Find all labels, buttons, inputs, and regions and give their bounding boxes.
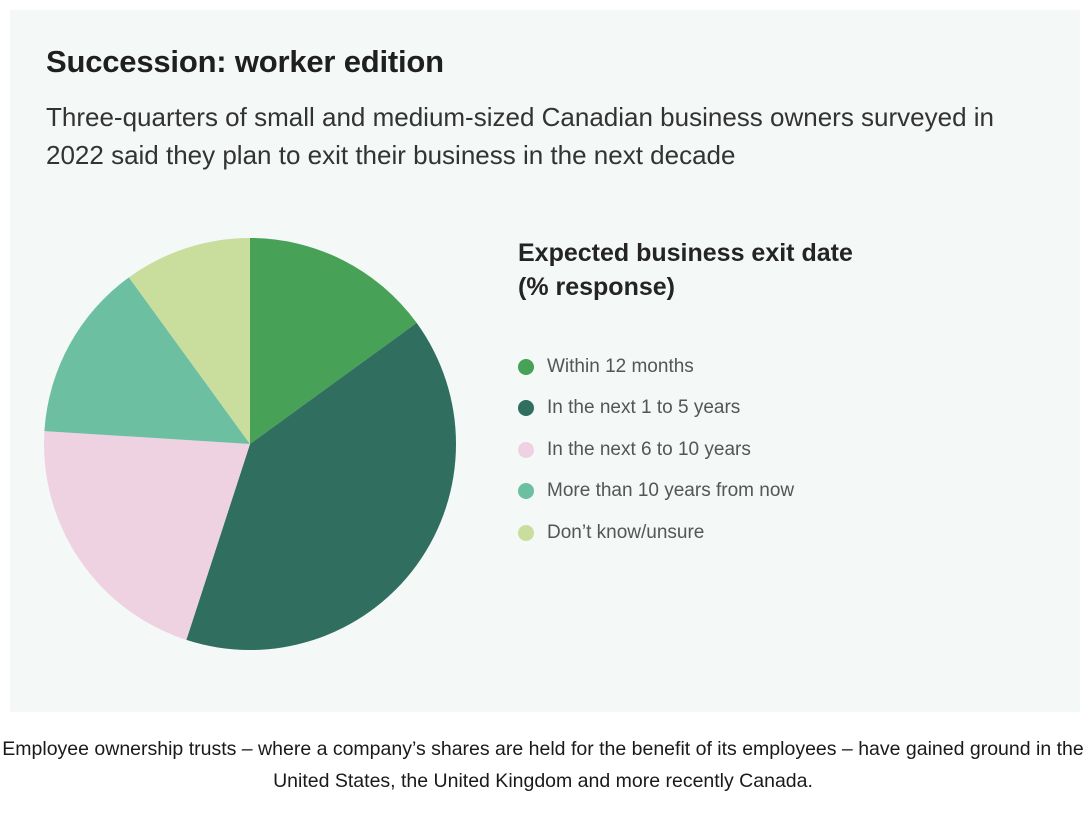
pie-slice-2 — [186, 322, 457, 651]
figure-caption: Employee ownership trusts – where a comp… — [2, 738, 1084, 792]
legend-title-line: Expected business exit date — [518, 239, 853, 267]
chart-title: Succession: worker edition — [46, 44, 444, 79]
legend-swatch — [518, 400, 534, 417]
legend-label: More than 10 years from now — [547, 480, 795, 502]
legend-swatch — [518, 441, 534, 458]
legend-label: Within 12 months — [547, 355, 694, 377]
legend-swatch — [518, 524, 534, 541]
legend-item: Don’t know/unsure — [518, 512, 794, 554]
legend: Within 12 months In the next 1 to 5 years… — [518, 346, 794, 554]
legend-item: In the next 6 to 10 years — [518, 429, 794, 471]
chart-subtitle: Three-quarters of small and medium-sized… — [46, 102, 995, 170]
pie-chart — [44, 238, 457, 651]
legend-swatch — [518, 483, 534, 500]
pie-slice-5 — [128, 238, 250, 444]
legend-label: Don’t know/unsure — [547, 521, 705, 543]
legend-item: Within 12 months — [518, 346, 794, 388]
pie-slice-1 — [250, 238, 417, 444]
pie-slice-3 — [44, 431, 251, 640]
legend-item: More than 10 years from now — [518, 471, 794, 513]
legend-label: In the next 1 to 5 years — [547, 397, 741, 419]
legend-title: Expected business exit date (% response) — [518, 236, 938, 304]
pie-slice-4 — [44, 277, 250, 444]
legend-swatch — [518, 358, 534, 375]
legend-label: In the next 6 to 10 years — [547, 438, 751, 460]
legend-item: In the next 1 to 5 years — [518, 388, 794, 430]
legend-title-line: (% response) — [518, 273, 675, 301]
